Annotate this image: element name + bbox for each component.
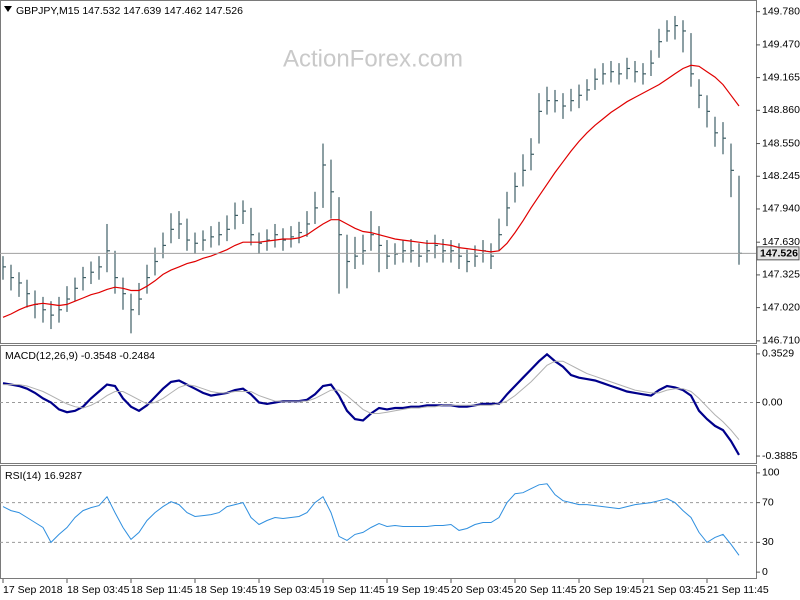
x-tick-label: 18 Sep 11:45 bbox=[131, 584, 193, 596]
x-tick-label: 20 Sep 19:45 bbox=[579, 584, 642, 596]
rsi-panel-frame bbox=[0, 465, 757, 579]
y-tick-label: 30 bbox=[762, 536, 774, 548]
macd-panel-frame bbox=[0, 345, 757, 464]
y-tick-label: 0 bbox=[762, 566, 768, 578]
current-price-box bbox=[756, 246, 800, 261]
x-tick-label: 19 Sep 19:45 bbox=[387, 584, 450, 596]
y-tick-label: 148.550 bbox=[762, 137, 800, 149]
macd-line bbox=[3, 360, 740, 441]
y-tick-label: 147.630 bbox=[762, 236, 800, 248]
moving-average bbox=[2, 64, 740, 318]
watermark: ActionForex.com bbox=[283, 45, 463, 72]
main-panel-frame bbox=[0, 0, 757, 344]
y-tick-label: 146.710 bbox=[762, 335, 800, 347]
panel-title: GBPJPY,M15 147.532 147.639 147.462 147.5… bbox=[16, 5, 243, 17]
y-tick-label: 70 bbox=[762, 496, 774, 508]
y-tick-label: 147.940 bbox=[762, 203, 800, 215]
y-tick-label: 0.00 bbox=[762, 396, 783, 408]
panel-title: RSI(14) 16.9287 bbox=[5, 470, 82, 482]
y-tick-label: 149.780 bbox=[762, 5, 800, 17]
x-tick-label: 18 Sep 03:45 bbox=[67, 584, 130, 596]
panel-title: MACD(12,26,9) -0.3548 -0.2484 bbox=[5, 350, 155, 362]
y-tick-label: 148.860 bbox=[762, 104, 800, 116]
y-tick-label: 0.3529 bbox=[762, 348, 794, 360]
x-tick-label: 20 Sep 11:45 bbox=[515, 584, 577, 596]
y-tick-label: 148.245 bbox=[762, 170, 800, 182]
x-tick-label: 21 Sep 11:45 bbox=[707, 584, 769, 596]
current-price-label: 147.526 bbox=[760, 248, 798, 260]
x-tick-label: 19 Sep 11:45 bbox=[323, 584, 385, 596]
x-tick-label: 18 Sep 19:45 bbox=[195, 584, 258, 596]
y-tick-label: 149.470 bbox=[762, 39, 800, 51]
y-tick-label: -0.3885 bbox=[762, 450, 798, 462]
y-tick-label: 147.020 bbox=[762, 301, 800, 313]
y-tick-label: 100 bbox=[762, 467, 780, 479]
x-tick-label: 21 Sep 03:45 bbox=[643, 584, 706, 596]
x-tick-label: 20 Sep 03:45 bbox=[451, 584, 514, 596]
rsi-line bbox=[2, 483, 740, 556]
y-tick-label: 147.325 bbox=[762, 269, 800, 281]
y-tick-label: 149.165 bbox=[762, 71, 800, 83]
x-tick-label: 17 Sep 2018 bbox=[3, 584, 63, 596]
menu-arrow bbox=[4, 6, 12, 12]
x-tick-label: 19 Sep 03:45 bbox=[259, 584, 322, 596]
